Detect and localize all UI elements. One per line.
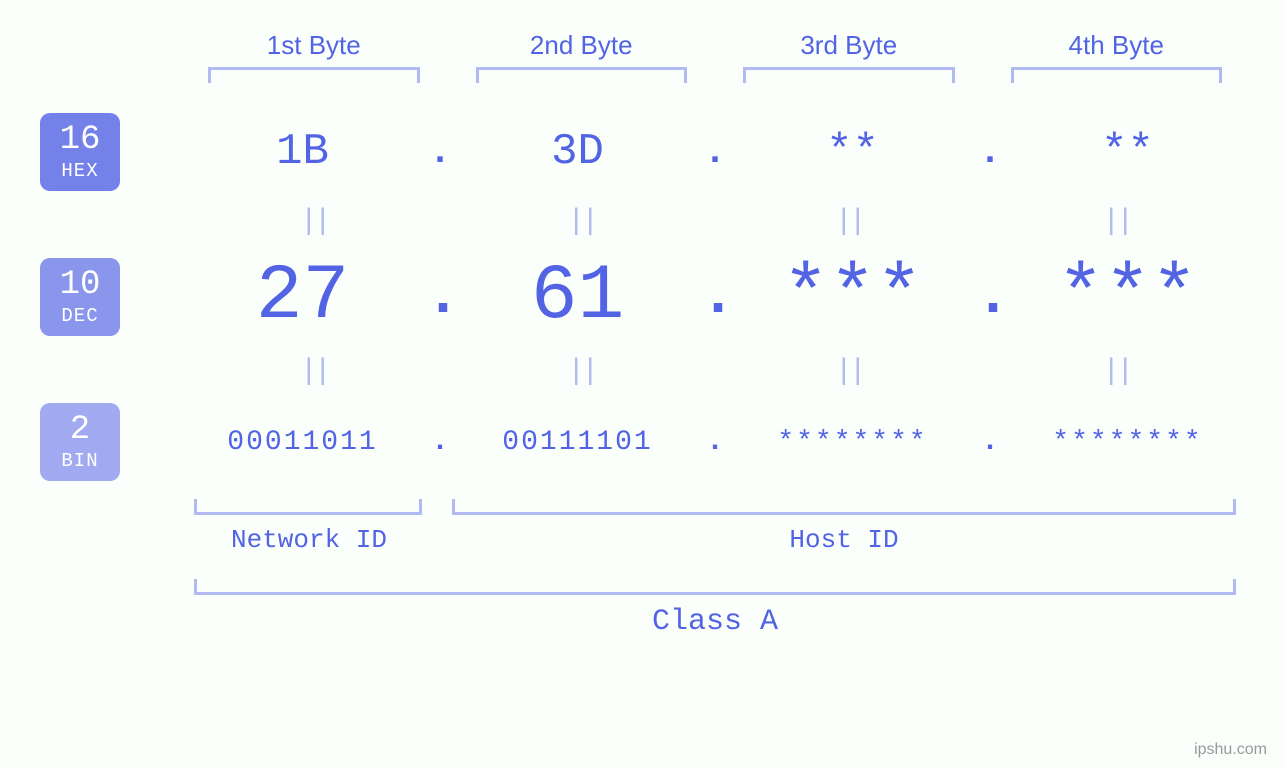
bracket-icon	[194, 579, 1236, 595]
bin-base-label: BIN	[61, 450, 98, 472]
dec-byte-2: 61	[455, 253, 700, 341]
equals-icon: ||	[715, 205, 983, 239]
byte-header-2: 2nd Byte	[448, 30, 716, 61]
dec-byte-3: ***	[730, 253, 975, 341]
host-id-label: Host ID	[438, 525, 1250, 555]
bin-badge: 2 BIN	[40, 403, 120, 481]
dec-badge: 10 DEC	[40, 258, 120, 336]
byte-headers-row: 1st Byte 2nd Byte 3rd Byte 4th Byte	[180, 30, 1250, 67]
bracket-icon	[452, 499, 1236, 515]
dec-row: 10 DEC 27 . 61 . *** . ***	[40, 253, 1250, 341]
byte-header-4: 4th Byte	[983, 30, 1251, 61]
dot-separator: .	[425, 425, 455, 459]
top-brackets	[180, 67, 1250, 83]
hex-byte-4: **	[1005, 127, 1250, 177]
dot-separator: .	[700, 131, 730, 174]
equals-row: || || || ||	[180, 355, 1250, 389]
hex-byte-1: 1B	[180, 127, 425, 177]
hex-byte-3: **	[730, 127, 975, 177]
bin-byte-4: ********	[1005, 427, 1250, 458]
dot-separator: .	[975, 425, 1005, 459]
dot-separator: .	[975, 263, 1005, 331]
bracket-icon	[1011, 67, 1223, 83]
bracket-icon	[208, 67, 420, 83]
hex-byte-2: 3D	[455, 127, 700, 177]
bin-byte-2: 00111101	[455, 427, 700, 458]
id-brackets	[180, 499, 1250, 515]
equals-icon: ||	[715, 355, 983, 389]
dec-byte-4: ***	[1005, 253, 1250, 341]
hex-badge: 16 HEX	[40, 113, 120, 191]
hex-row: 16 HEX 1B . 3D . ** . **	[40, 113, 1250, 191]
bin-row: 2 BIN 00011011 . 00111101 . ******** . *…	[40, 403, 1250, 481]
equals-icon: ||	[180, 205, 448, 239]
byte-header-3: 3rd Byte	[715, 30, 983, 61]
dec-byte-1: 27	[180, 253, 425, 341]
dot-separator: .	[700, 263, 730, 331]
network-id-label: Network ID	[180, 525, 438, 555]
equals-icon: ||	[448, 205, 716, 239]
dec-base-number: 10	[60, 268, 101, 302]
dot-separator: .	[425, 263, 455, 331]
class-label: Class A	[180, 605, 1250, 639]
watermark: ipshu.com	[1194, 741, 1267, 759]
dot-separator: .	[425, 131, 455, 174]
hex-base-label: HEX	[61, 160, 98, 182]
dot-separator: .	[975, 131, 1005, 174]
dot-separator: .	[700, 425, 730, 459]
equals-icon: ||	[180, 355, 448, 389]
hex-base-number: 16	[60, 123, 101, 157]
bracket-icon	[476, 67, 688, 83]
bin-base-number: 2	[70, 413, 90, 447]
equals-icon: ||	[983, 205, 1251, 239]
equals-icon: ||	[983, 355, 1251, 389]
bracket-icon	[743, 67, 955, 83]
bin-byte-3: ********	[730, 427, 975, 458]
byte-header-1: 1st Byte	[180, 30, 448, 61]
equals-icon: ||	[448, 355, 716, 389]
bin-byte-1: 00011011	[180, 427, 425, 458]
bracket-icon	[194, 499, 422, 515]
class-bracket-row	[180, 579, 1250, 595]
equals-row: || || || ||	[180, 205, 1250, 239]
id-labels-row: Network ID Host ID	[180, 525, 1250, 555]
dec-base-label: DEC	[61, 305, 98, 327]
